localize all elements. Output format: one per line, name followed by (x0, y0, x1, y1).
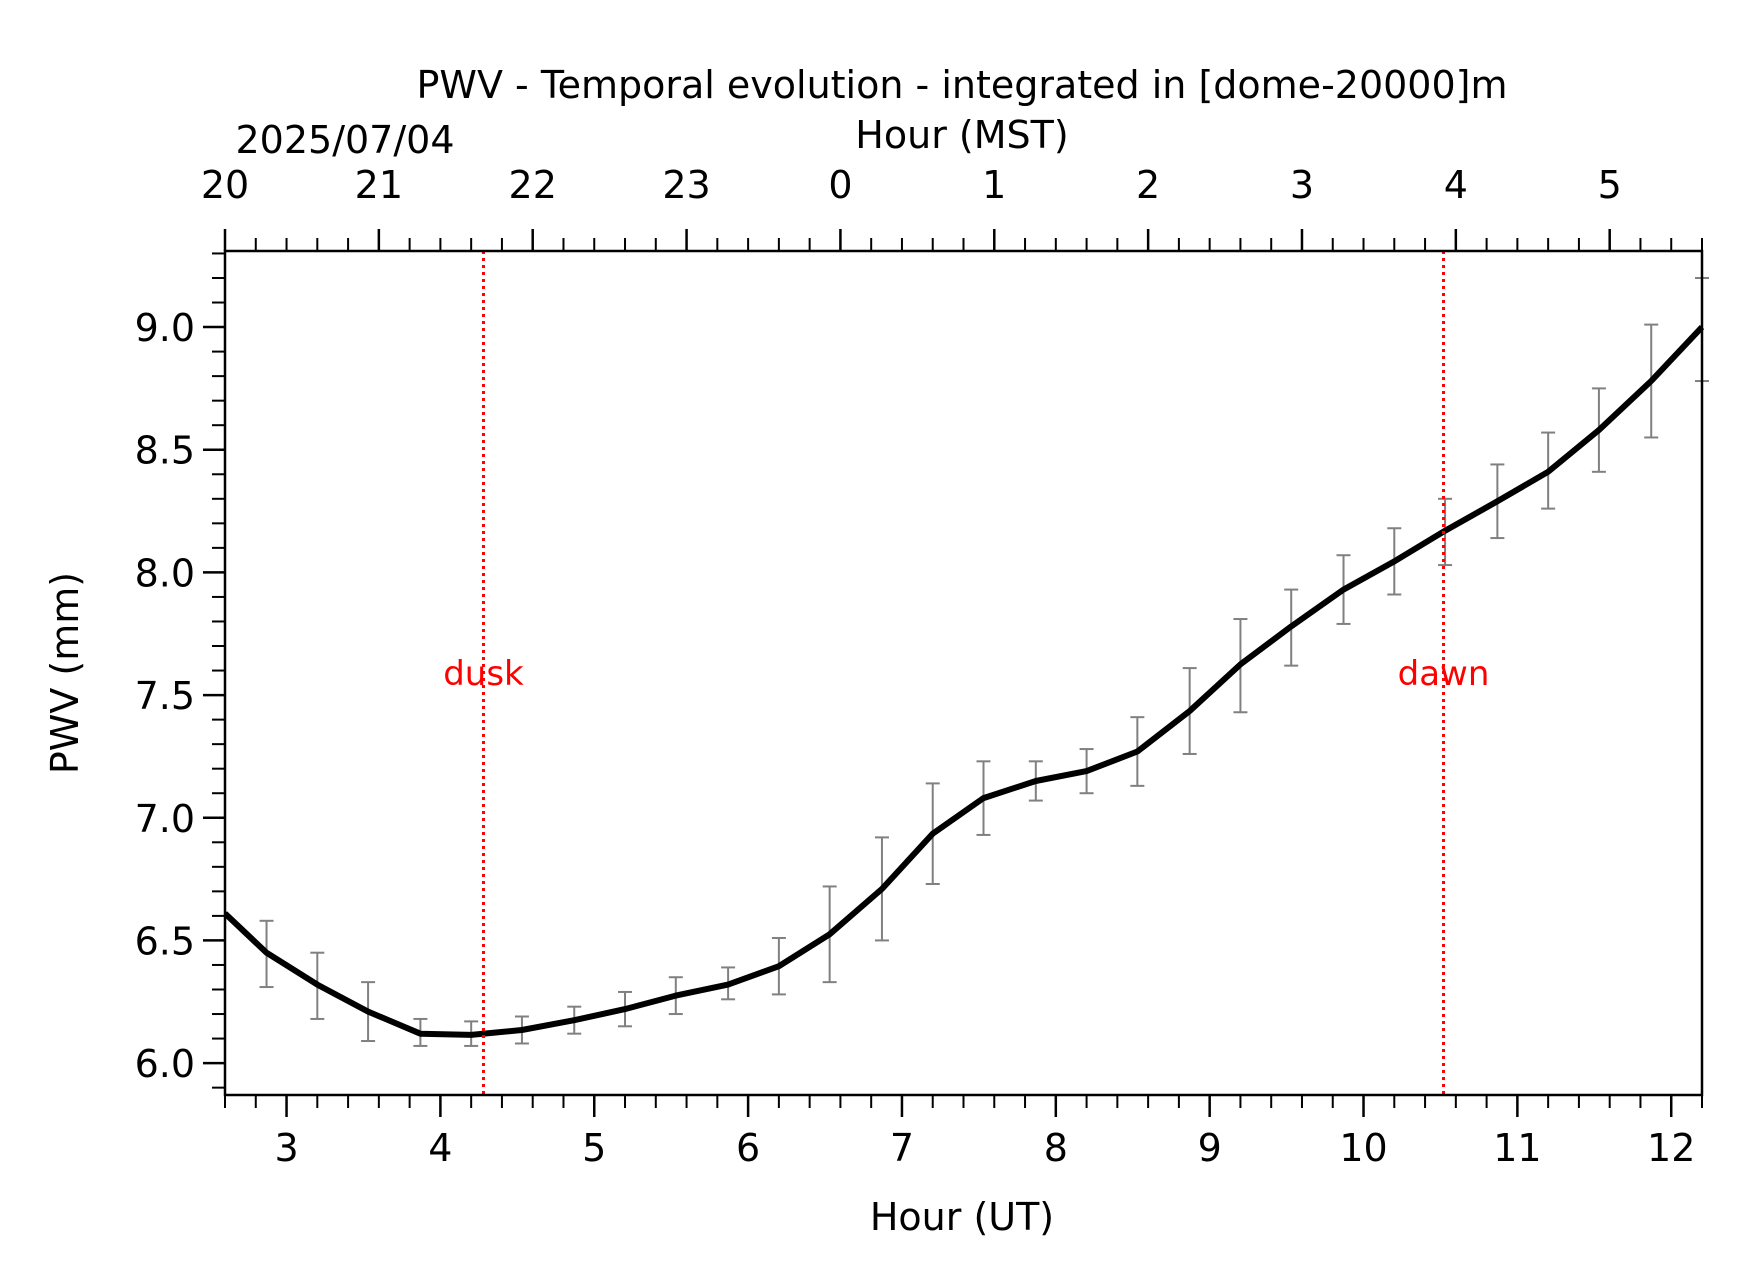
top-tick-label: 5 (1598, 163, 1622, 207)
x-tick-label: 10 (1339, 1126, 1387, 1170)
x-axis-label: Hour (UT) (870, 1195, 1054, 1239)
x-tick-label: 7 (890, 1126, 914, 1170)
top-tick-label: 4 (1444, 163, 1468, 207)
top-tick-label: 20 (201, 163, 249, 207)
y-tick-label: 8.5 (135, 429, 195, 473)
y-tick-label: 7.5 (135, 674, 195, 718)
y-axis-label: PWV (mm) (43, 572, 87, 774)
date-label: 2025/07/04 (235, 118, 454, 162)
top-axis-label: Hour (MST) (855, 113, 1068, 157)
pwv-series-line (222, 325, 1705, 1038)
x-tick-label: 5 (582, 1126, 606, 1170)
y-tick-label: 6.0 (135, 1042, 195, 1086)
top-tick-label: 22 (509, 163, 557, 207)
x-tick-label: 6 (736, 1126, 760, 1170)
x-tick-label: 4 (428, 1126, 452, 1170)
x-tick-label: 11 (1493, 1126, 1541, 1170)
top-tick-label: 0 (828, 163, 852, 207)
y-tick-label: 6.5 (135, 919, 195, 963)
x-tick-label: 9 (1198, 1126, 1222, 1170)
top-tick-label: 2 (1136, 163, 1160, 207)
top-tick-label: 21 (355, 163, 403, 207)
x-tick-label: 12 (1647, 1126, 1695, 1170)
top-tick-label: 1 (982, 163, 1006, 207)
top-tick-label: 3 (1290, 163, 1314, 207)
y-tick-label: 7.0 (135, 797, 195, 841)
x-tick-label: 3 (274, 1126, 298, 1170)
top-tick-label: 23 (662, 163, 710, 207)
y-tick-label: 8.0 (135, 551, 195, 595)
x-tick-label: 8 (1044, 1126, 1068, 1170)
dusk-label: dusk (443, 654, 524, 694)
y-tick-label: 9.0 (135, 306, 195, 350)
chart-title: PWV - Temporal evolution - integrated in… (416, 63, 1507, 107)
dawn-label: dawn (1398, 654, 1490, 694)
